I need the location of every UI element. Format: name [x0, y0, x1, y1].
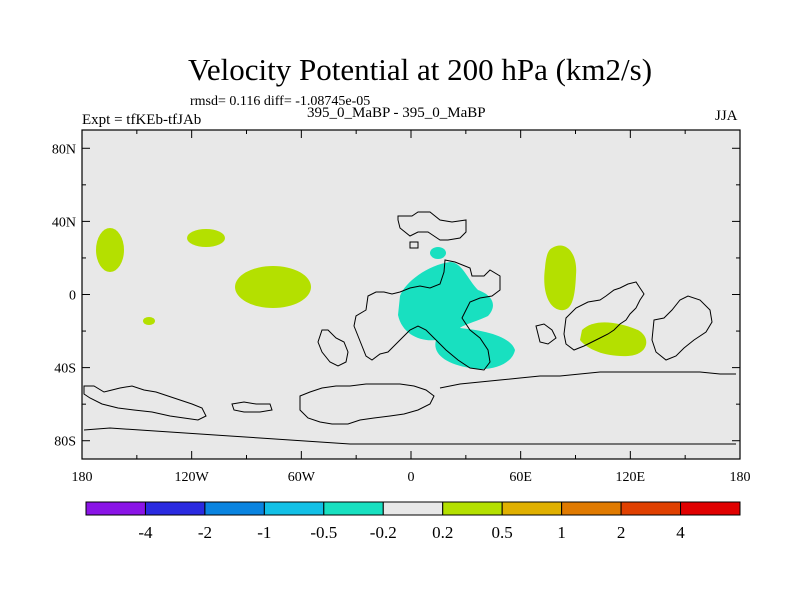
anomaly-fields: [96, 228, 647, 370]
colorbar-label: 0.5: [492, 523, 513, 542]
island-coast: [535, 323, 557, 345]
colorbar-swatch: [442, 501, 503, 516]
south-america-coast: [317, 329, 349, 367]
x-tick-label: 180: [730, 470, 751, 485]
europe-coast: [397, 211, 467, 241]
positive-anomaly: [235, 266, 311, 308]
experiment-label: Expt = tfKEb-tfJAb: [82, 112, 202, 128]
x-tick-label: 120W: [175, 470, 210, 485]
negative-anomaly: [430, 247, 446, 259]
africa-arabia-coast: [353, 259, 501, 371]
y-tick-label: 80N: [52, 142, 76, 157]
antarctic-coast: [83, 427, 736, 445]
map-title: Velocity Potential at 200 hPa (km2/s): [187, 52, 653, 87]
y-tick-label: 80S: [54, 435, 76, 450]
x-tick-label: 60E: [509, 470, 532, 485]
colorbar-swatch: [144, 501, 206, 516]
x-tick-label: 120E: [616, 470, 646, 485]
colorbar-label: -0.2: [370, 523, 397, 542]
colorbar-swatch: [204, 501, 265, 516]
y-axis: 80N 40N 0 40S 80S: [52, 142, 740, 450]
y-tick-label: 40S: [54, 362, 76, 377]
antarctic-coast: [83, 385, 207, 421]
y-tick-label: 0: [69, 289, 76, 304]
colorbar-swatch: [620, 501, 682, 516]
x-axis: 180 120W 60W 0 60E 120E 180: [72, 130, 751, 485]
x-tick-label: 180: [72, 470, 93, 485]
colorbar-label: 4: [676, 523, 685, 542]
stats-line: rmsd= 0.116 diff= -1.08745e-05: [190, 94, 371, 109]
coastlines: [83, 211, 736, 445]
colorbar-label: 2: [617, 523, 626, 542]
colorbar-swatch: [680, 501, 741, 516]
colorbar-swatch: [561, 501, 622, 516]
colorbar-label: -1: [257, 523, 271, 542]
colorbar-swatch: [323, 501, 384, 516]
positive-anomaly: [96, 228, 124, 272]
x-tick-label: 60W: [288, 470, 316, 485]
positive-anomaly: [143, 317, 155, 325]
negative-anomaly: [398, 262, 515, 370]
asia-coast: [563, 281, 645, 351]
cases-label: 395_0_MaBP - 395_0_MaBP: [307, 105, 486, 121]
colorbar-label: -2: [198, 523, 212, 542]
colorbar-label: 1: [557, 523, 566, 542]
x-tick-label: 0: [408, 470, 415, 485]
colorbar-swatch: [501, 501, 563, 516]
antarctic-coast: [439, 371, 736, 389]
maritime-coast: [651, 295, 713, 361]
positive-anomaly: [580, 322, 647, 357]
y-tick-label: 40N: [52, 215, 76, 230]
positive-anomaly: [187, 229, 225, 247]
island-coast: [409, 241, 419, 249]
colorbar-swatch: [85, 501, 146, 516]
antarctic-coast: [299, 383, 435, 425]
island-coast: [231, 401, 273, 413]
colorbar-label: -4: [138, 523, 153, 542]
season-label: JJA: [715, 108, 738, 124]
colorbar-label: -0.5: [310, 523, 337, 542]
colorbar-label: 0.2: [432, 523, 453, 542]
colorbar-swatch: [263, 501, 325, 516]
colorbar: -4 -2 -1 -0.5 -0.2 0.2 0.5 1 2 4: [85, 501, 741, 542]
positive-anomaly: [544, 245, 577, 311]
colorbar-swatch: [382, 501, 444, 516]
